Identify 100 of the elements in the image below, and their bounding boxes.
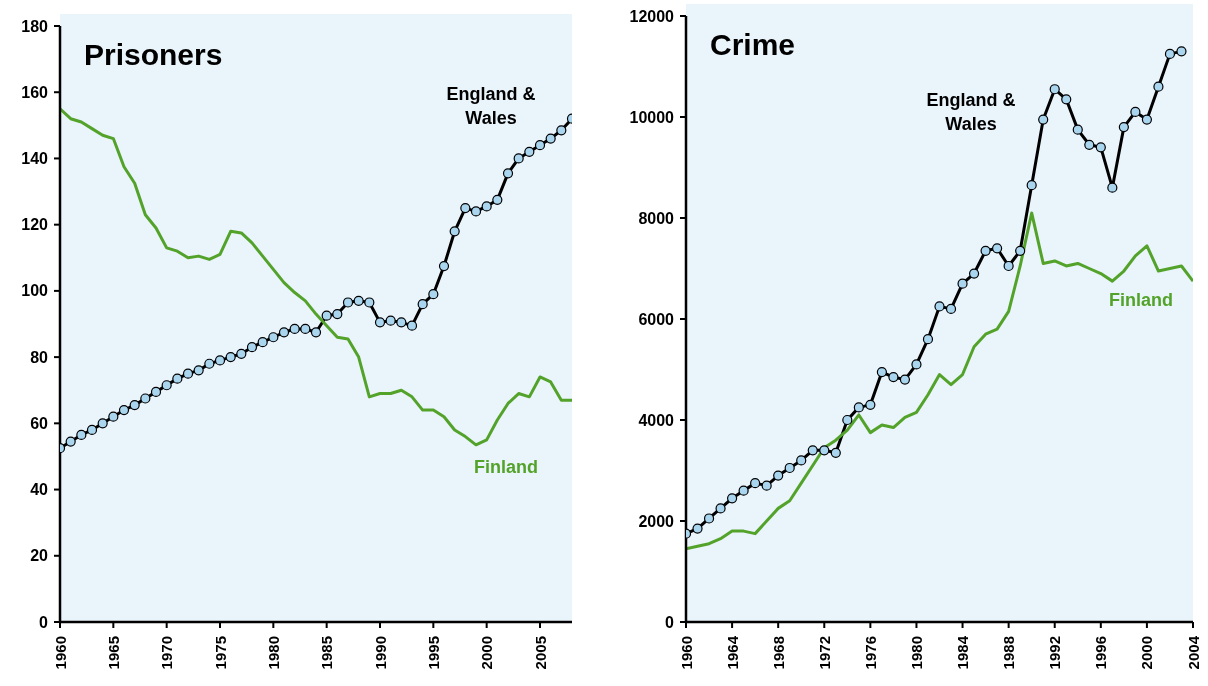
- y-tick-label: 4000: [638, 411, 675, 429]
- point: [761, 480, 772, 491]
- x-tick-label: 2004: [1184, 635, 1202, 670]
- point: [513, 153, 524, 164]
- x-tick-label: 1985: [318, 636, 336, 670]
- point: [692, 523, 703, 534]
- point: [934, 301, 945, 312]
- point: [1015, 245, 1026, 256]
- y-tick-label: 6000: [638, 310, 675, 328]
- y-tick-label: 120: [21, 216, 49, 234]
- point: [945, 303, 957, 314]
- point: [1084, 139, 1095, 150]
- series-label: Finland: [1108, 289, 1174, 312]
- x-tick-label: 1988: [1000, 636, 1018, 670]
- point: [1153, 81, 1164, 92]
- series-label: Finland: [473, 456, 539, 479]
- y-tick-label: 0: [39, 613, 49, 631]
- point: [428, 289, 439, 300]
- x-tick-label: 1965: [104, 636, 122, 670]
- x-tick-label: 1960: [677, 636, 695, 670]
- point: [1061, 94, 1072, 105]
- point: [1141, 114, 1153, 125]
- point: [396, 317, 407, 328]
- point: [310, 327, 322, 338]
- point: [524, 146, 535, 157]
- x-tick-label: 2005: [531, 636, 549, 670]
- point: [86, 424, 98, 436]
- point: [1026, 180, 1037, 191]
- point: [545, 133, 556, 144]
- point: [278, 327, 290, 338]
- point: [876, 366, 887, 378]
- y-tick-label: 180: [21, 17, 49, 35]
- point: [992, 243, 1003, 254]
- point: [1038, 114, 1049, 125]
- point: [703, 513, 715, 524]
- point: [182, 368, 194, 379]
- point: [1003, 260, 1014, 272]
- point: [129, 400, 140, 411]
- y-tick-label: 160: [21, 83, 49, 101]
- point: [172, 373, 183, 384]
- point: [150, 386, 162, 397]
- line-series: [686, 211, 1193, 551]
- point: [342, 297, 354, 308]
- point: [268, 332, 279, 343]
- point: [481, 201, 492, 212]
- point: [502, 168, 514, 179]
- x-tick-label: 1972: [815, 636, 833, 670]
- point: [715, 503, 726, 514]
- y-tick-label: 140: [21, 149, 49, 167]
- point: [289, 323, 300, 335]
- y-tick-label: 80: [30, 348, 49, 366]
- y-tick-label: 100: [21, 282, 49, 300]
- point: [556, 125, 567, 136]
- point: [980, 245, 991, 256]
- y-tick-label: 60: [30, 414, 49, 432]
- x-tick-label: 1984: [954, 635, 972, 670]
- point: [65, 436, 76, 447]
- point: [1049, 84, 1060, 95]
- y-tick-label: 40: [30, 481, 49, 499]
- point: [449, 226, 460, 237]
- point: [364, 297, 375, 308]
- point: [773, 470, 784, 481]
- x-tick-label: 1980: [907, 636, 925, 670]
- point: [246, 342, 258, 353]
- x-tick-label: 1992: [1046, 636, 1064, 670]
- point: [534, 140, 546, 151]
- point: [1107, 182, 1118, 193]
- point: [842, 414, 853, 426]
- point: [1118, 122, 1129, 133]
- point: [108, 411, 119, 422]
- y-tick-label: 8000: [638, 209, 675, 227]
- point: [922, 334, 934, 345]
- point: [438, 260, 450, 272]
- point: [738, 485, 749, 496]
- y-tick-label: 12000: [629, 7, 675, 25]
- point: [784, 462, 795, 474]
- point: [332, 308, 343, 320]
- point: [1095, 142, 1106, 153]
- point: [225, 352, 236, 363]
- point: [1072, 124, 1083, 135]
- series-label: England & Wales: [445, 83, 537, 130]
- chart-title: Crime: [710, 28, 796, 62]
- point: [968, 268, 980, 279]
- point: [726, 493, 738, 504]
- x-tick-label: 2000: [1138, 636, 1156, 670]
- x-tick-label: 1964: [723, 635, 741, 670]
- x-tick-label: 2000: [478, 636, 496, 670]
- y-tick-label: 2000: [638, 512, 675, 530]
- point: [321, 310, 332, 321]
- chart-title: Prisoners: [84, 38, 223, 72]
- point: [257, 337, 268, 348]
- point: [193, 365, 204, 376]
- point: [300, 323, 311, 335]
- point: [819, 445, 830, 456]
- point: [830, 447, 841, 458]
- x-tick-label: 1975: [211, 636, 229, 670]
- point: [374, 317, 386, 328]
- point: [406, 320, 418, 331]
- y-tick-label: 0: [665, 613, 675, 631]
- point: [97, 418, 108, 429]
